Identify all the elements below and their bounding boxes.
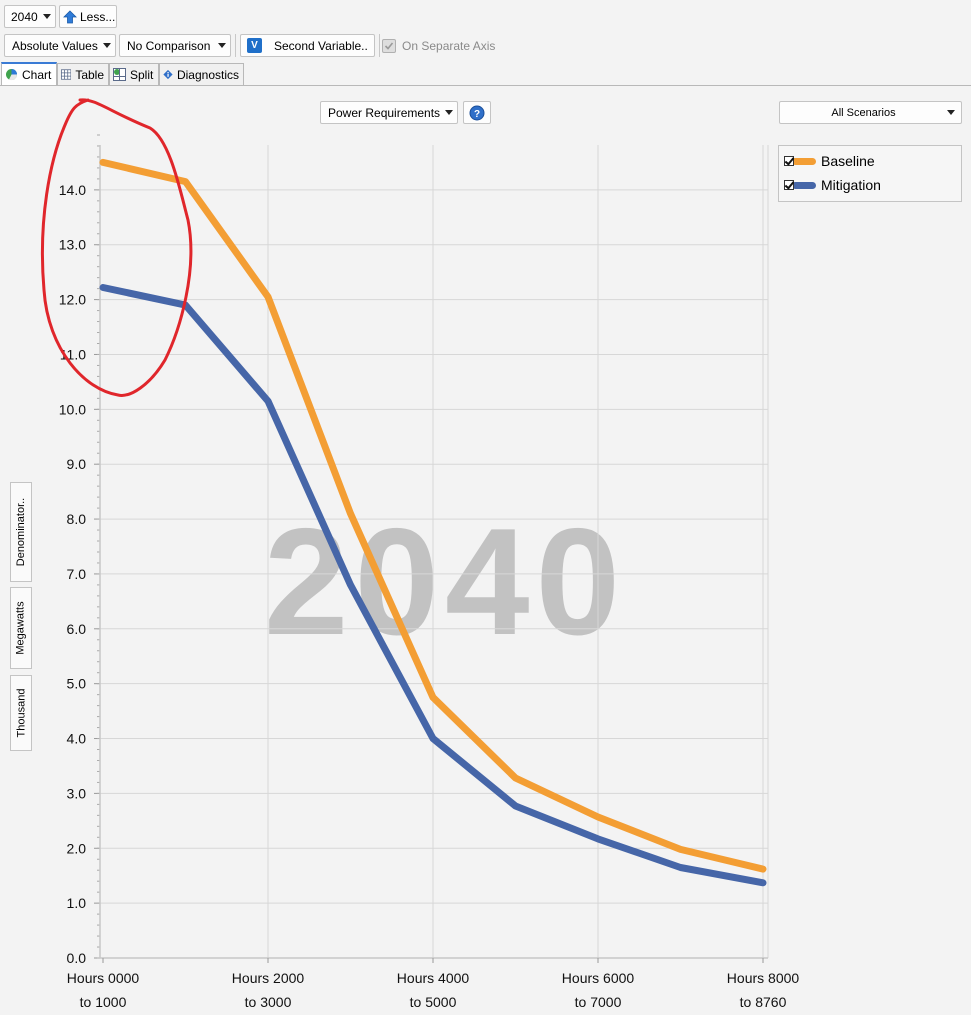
tab-chart[interactable]: Chart: [1, 62, 57, 85]
variable-value: Power Requirements: [328, 105, 441, 120]
chevron-down-icon: [218, 43, 226, 48]
help-button[interactable]: ?: [463, 101, 491, 124]
tab-label: Chart: [22, 67, 52, 82]
checkbox-icon[interactable]: [784, 156, 794, 166]
chevron-down-icon: [946, 110, 955, 115]
tab-label: Split: [130, 67, 154, 82]
series-swatch: [792, 181, 816, 189]
scale-label: Thousand: [15, 688, 27, 738]
separate-axis-label: On Separate Axis: [402, 39, 496, 53]
comparison-value: No Comparison: [127, 38, 211, 53]
tab-split[interactable]: Split: [109, 63, 159, 85]
denominator-button[interactable]: Denominator..: [10, 482, 32, 582]
variable-dropdown[interactable]: Power Requirements: [320, 101, 458, 124]
scenarios-value: All Scenarios: [831, 106, 896, 119]
svg-text:?: ?: [474, 109, 480, 120]
toolbar-separator: [235, 34, 236, 57]
units-button[interactable]: Megawatts: [10, 587, 32, 669]
units-label: Megawatts: [15, 601, 28, 655]
legend-label: Baseline: [821, 153, 875, 169]
series-swatch: [792, 157, 816, 165]
tab-table[interactable]: Table: [57, 63, 109, 85]
chevron-down-icon: [43, 14, 51, 19]
tab-label: Table: [75, 67, 104, 82]
legend-item-mitigation[interactable]: Mitigation: [784, 176, 881, 194]
chart-icon: [6, 69, 18, 81]
scale-button[interactable]: Thousand: [10, 675, 32, 751]
toolbar-separator: [379, 34, 380, 57]
checkbox-icon[interactable]: [784, 180, 794, 190]
variable-icon: V: [247, 38, 262, 53]
second-variable-button[interactable]: V Second Variable..: [240, 34, 375, 57]
second-variable-label: Second Variable..: [274, 38, 368, 53]
chart-panel: [0, 85, 971, 1015]
less-button[interactable]: Less...: [59, 5, 117, 28]
separate-axis-checkbox[interactable]: On Separate Axis: [382, 38, 495, 54]
comparison-dropdown[interactable]: No Comparison: [119, 34, 231, 57]
chevron-down-icon: [103, 43, 111, 48]
tab-diagnostics[interactable]: Diagnostics: [159, 63, 244, 85]
legend: Baseline Mitigation: [778, 145, 962, 202]
year-value: 2040: [11, 9, 38, 24]
table-icon: [61, 69, 72, 80]
chevron-down-icon: [445, 110, 453, 115]
tab-label: Diagnostics: [176, 67, 239, 82]
arrow-up-icon: [63, 9, 77, 23]
legend-item-baseline[interactable]: Baseline: [784, 152, 875, 170]
year-dropdown[interactable]: 2040: [4, 5, 56, 28]
values-mode-value: Absolute Values: [12, 38, 98, 53]
denominator-label: Denominator..: [15, 497, 28, 567]
checkbox-icon: [382, 39, 396, 53]
less-label: Less...: [80, 9, 116, 24]
legend-label: Mitigation: [821, 177, 881, 193]
info-icon: [163, 69, 173, 80]
scenarios-dropdown[interactable]: All Scenarios: [779, 101, 962, 124]
values-mode-dropdown[interactable]: Absolute Values: [4, 34, 116, 57]
split-icon: [113, 68, 126, 81]
question-icon: ?: [469, 105, 485, 120]
